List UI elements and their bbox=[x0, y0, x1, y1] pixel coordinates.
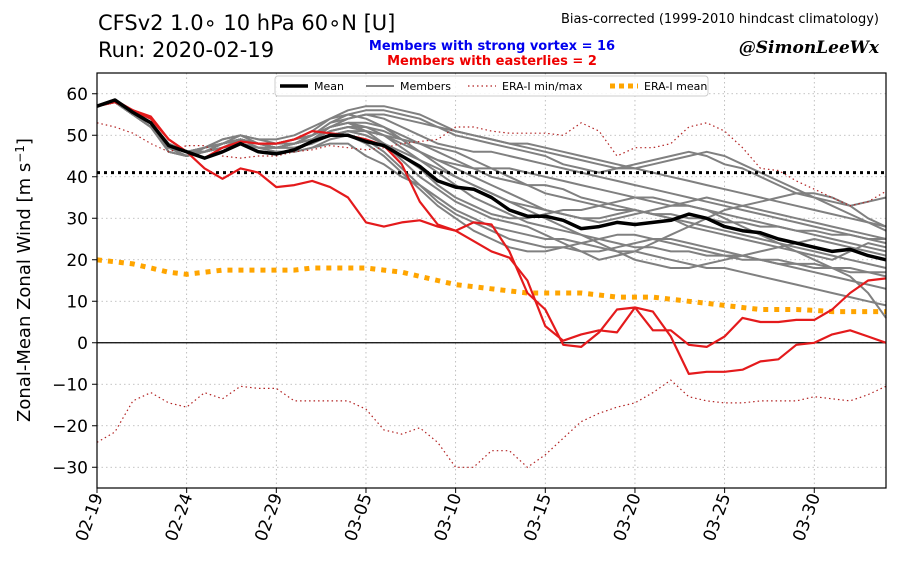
x-tick-label: 03-30 bbox=[789, 491, 825, 544]
legend-label-era-minmax: ERA-I min/max bbox=[502, 80, 583, 93]
era-mean-line bbox=[96, 257, 886, 315]
era-min-line bbox=[96, 379, 887, 469]
chart-legend: Mean Members ERA-I min/max ERA-I mean bbox=[274, 75, 709, 97]
member-series-line bbox=[96, 101, 887, 228]
chart-title-line2: Run: 2020-02-19 bbox=[98, 38, 274, 62]
x-tick-label: 03-15 bbox=[520, 491, 556, 544]
y-tick-label: 30 bbox=[66, 209, 88, 229]
member-series-line bbox=[96, 101, 887, 319]
easterly-member-line bbox=[96, 98, 887, 375]
grid-lines bbox=[96, 73, 886, 488]
x-tick-label: 03-05 bbox=[341, 491, 377, 544]
legend-label-mean: Mean bbox=[314, 80, 344, 93]
x-tick-label: 03-10 bbox=[431, 491, 467, 544]
easterly-member-line bbox=[96, 100, 887, 348]
y-tick-label: 10 bbox=[66, 292, 88, 312]
legend-label-members: Members bbox=[400, 80, 451, 93]
y-tick-label: −20 bbox=[52, 417, 88, 437]
y-tick-label: 0 bbox=[77, 334, 88, 354]
y-axis-label-text: Zonal-Mean Zonal Wind [m s bbox=[14, 163, 35, 422]
y-axis-label: Zonal-Mean Zonal Wind [m s−1] bbox=[13, 138, 35, 422]
legend-label-era-mean: ERA-I mean bbox=[644, 80, 707, 93]
member-series-line bbox=[96, 101, 887, 307]
y-tick-label: 60 bbox=[66, 85, 88, 105]
x-tick-label: 02-19 bbox=[72, 491, 108, 544]
strong-vortex-count: Members with strong vortex = 16 bbox=[369, 39, 615, 54]
x-tick-label: 03-20 bbox=[610, 491, 646, 544]
plot-frame bbox=[96, 72, 887, 489]
era-max-line bbox=[96, 122, 887, 207]
y-tick-label: 50 bbox=[66, 126, 88, 146]
x-tick-label: 03-25 bbox=[700, 491, 736, 544]
y-tick-label: −10 bbox=[52, 375, 88, 395]
y-tick-label: −30 bbox=[52, 458, 88, 478]
author-credit: @SimonLeeWx bbox=[739, 38, 880, 58]
chart-title-line1: CFSv2 1.0∘ 10 hPa 60∘N [U] bbox=[98, 11, 395, 35]
axes: 60 50 40 30 20 10 0 −10 −20 −30 02-19 02-24 02-29 03-… bbox=[52, 72, 887, 544]
member-series-line bbox=[96, 101, 886, 274]
easterlies-count: Members with easterlies = 2 bbox=[387, 54, 597, 69]
y-axis-label-end: ] bbox=[14, 138, 35, 145]
x-tick-label: 02-29 bbox=[251, 491, 287, 544]
y-axis-label-exponent: −1 bbox=[13, 145, 27, 163]
bias-note: Bias-corrected (1999-2010 hindcast clima… bbox=[561, 12, 879, 27]
plot-area bbox=[96, 98, 887, 469]
y-tick-label: 40 bbox=[66, 168, 88, 188]
x-tick-label: 02-24 bbox=[162, 491, 198, 544]
y-tick-label: 20 bbox=[66, 251, 88, 271]
ensemble-mean-line bbox=[96, 98, 887, 262]
